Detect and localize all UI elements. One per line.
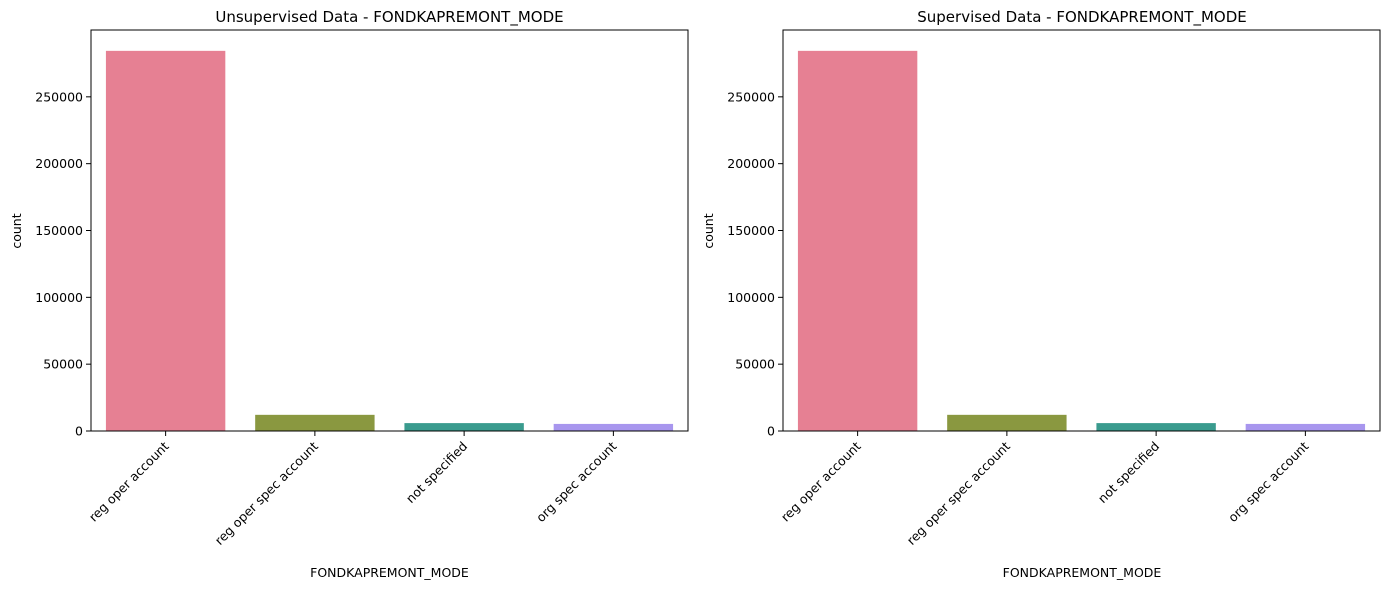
bar-not-specified — [1096, 423, 1216, 431]
y-tick-label: 0 — [75, 424, 83, 439]
y-tick-label: 200000 — [727, 156, 775, 171]
y-tick-label: 50000 — [735, 357, 775, 372]
x-tick-label: not specified — [1095, 439, 1162, 506]
x-tick-label: reg oper account — [778, 438, 864, 524]
y-tick-label: 100000 — [727, 290, 775, 305]
x-tick-label: reg oper spec account — [212, 438, 321, 547]
x-axis-label: FONDKAPREMONT_MODE — [1003, 565, 1162, 580]
y-tick-label: 200000 — [35, 156, 83, 171]
unsupervised-chart-panel: Unsupervised Data - FONDKAPREMONT_MODE c… — [9, 8, 689, 580]
bar-org-spec-account — [1245, 423, 1366, 431]
y-tick-label: 0 — [767, 424, 775, 439]
bar-not-specified — [404, 423, 524, 431]
supervised-chart-panel: Supervised Data - FONDKAPREMONT_MODE cou… — [701, 8, 1381, 580]
y-tick-label: 250000 — [727, 89, 775, 104]
y-tick-label: 50000 — [43, 357, 83, 372]
y-tick-label: 100000 — [35, 290, 83, 305]
y-axis-label: count — [701, 213, 716, 248]
bar-reg-oper-spec-account — [255, 414, 375, 431]
y-tick-label: 250000 — [35, 89, 83, 104]
x-tick-label: org spec account — [1225, 438, 1312, 525]
x-tick-label: reg oper spec account — [904, 438, 1013, 547]
y-tick-label: 150000 — [35, 223, 83, 238]
y-axis-label: count — [9, 213, 24, 248]
x-tick-label: reg oper account — [86, 438, 172, 524]
chart-title: Unsupervised Data - FONDKAPREMONT_MODE — [215, 8, 563, 27]
bar-reg-oper-account — [105, 50, 226, 431]
bar-reg-oper-spec-account — [947, 414, 1067, 431]
bar-reg-oper-account — [797, 50, 918, 431]
x-axis-label: FONDKAPREMONT_MODE — [310, 565, 469, 580]
x-tick-label: org spec account — [533, 438, 620, 525]
bar-org-spec-account — [553, 423, 674, 431]
y-tick-label: 150000 — [727, 223, 775, 238]
x-tick-label: not specified — [403, 439, 470, 506]
chart-title: Supervised Data - FONDKAPREMONT_MODE — [917, 8, 1246, 27]
